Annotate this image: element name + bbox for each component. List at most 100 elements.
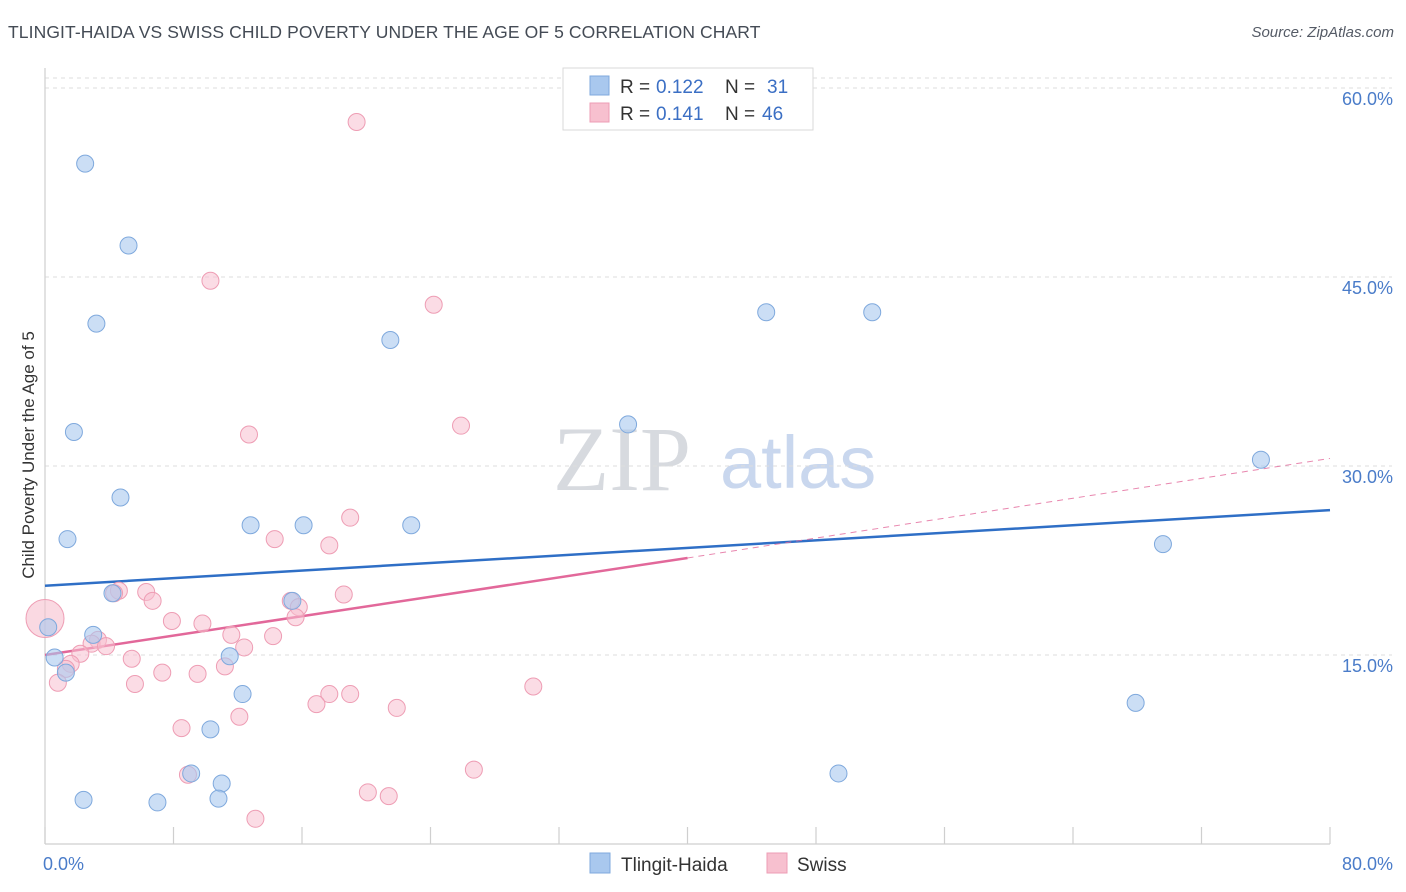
tlingit-haida-point [76,154,95,173]
y-tick-label: 60.0% [1342,89,1393,109]
tlingit-haida-point [283,591,302,610]
legend-n-value-blue: 31 [767,77,788,98]
swiss-point [379,787,398,806]
legend-n-value-pink: 46 [762,104,783,125]
swiss-point [201,271,220,290]
tlingit-haida-point [220,647,239,666]
y-axis-title: Child Poverty Under the Age of 5 [19,331,38,579]
swiss-point [122,649,141,668]
legend-r-label-blue: R = [620,77,650,98]
tlingit-haida-point [103,584,122,603]
legend-n-label-pink: N = [725,104,755,125]
tlingit-haida-point [233,685,252,704]
swiss-point [334,585,353,604]
swiss-point [153,663,172,682]
swiss-point [235,638,254,657]
y-tick-label: 45.0% [1342,278,1393,298]
tlingit-haida-point [201,720,220,739]
legend-box: R = 0.122 N = 31 R = 0.141 N = 46 [562,67,814,131]
chart-title: TLINGIT-HAIDA VS SWISS CHILD POVERTY UND… [8,22,761,42]
grid-lines [45,77,1392,656]
swiss-point [143,591,162,610]
swiss-point [464,760,483,779]
tlingit-haida-point [56,663,75,682]
bottom-legend-swatch-blue [589,852,611,874]
swiss-trend-line [44,556,688,657]
bottom-legend-label-pink: Swiss [797,855,847,876]
swiss-point [97,637,116,656]
bottom-legend-label-blue: Tlingit-Haida [621,855,728,876]
tlingit-haida-point [74,790,93,809]
tlingit-haida-point [64,422,83,441]
tlingit-haida-point [402,516,421,535]
y-tick-label: 30.0% [1342,467,1393,487]
swiss-point [320,536,339,555]
watermark-atlas: atlas [720,421,876,504]
source-label: Source: ZipAtlas.com [1251,24,1394,41]
swiss-point [193,614,212,633]
swiss-point [125,674,144,693]
tlingit-haida-trend-line [44,508,1331,587]
tlingit-haida-point [45,648,64,667]
legend-swatch-blue [589,75,610,96]
bottom-legend: Tlingit-Haida Swiss [589,852,847,876]
swiss-point [320,685,339,704]
tlingit-haida-point [1153,535,1172,554]
tlingit-haida-point [209,789,228,808]
swiss-point [387,698,406,717]
swiss-point [358,783,377,802]
swiss-point [162,611,181,630]
swiss-points [25,113,543,828]
bottom-legend-swatch-pink [766,852,788,874]
tlingit-haida-point [212,774,231,793]
swiss-point [264,627,283,646]
swiss-point [172,719,191,738]
legend-swatch-pink [589,102,610,123]
tlingit-haida-point [1126,693,1145,712]
legend-r-label-pink: R = [620,104,650,125]
swiss-point [222,625,241,644]
trend-lines [44,457,1331,657]
tlingit-haida-points [39,154,1270,812]
swiss-point [286,608,305,627]
legend-n-label-blue: N = [725,77,755,98]
tlingit-haida-point [148,793,167,812]
tlingit-haida-point [619,415,638,434]
tlingit-haida-point [829,764,848,783]
tlingit-haida-point [757,303,776,322]
tlingit-haida-point [119,236,138,255]
x-tick-label-min: 0.0% [43,854,84,874]
swiss-point [230,707,249,726]
tlingit-haida-point [58,530,77,549]
swiss-point [524,677,543,696]
tlingit-haida-point [863,303,882,322]
axes [44,68,1331,845]
swiss-point [246,809,265,828]
x-tick-label-max: 80.0% [1342,854,1393,874]
tlingit-haida-point [381,331,400,349]
swiss-point [188,664,207,683]
legend-r-value-blue: 0.122 [656,77,704,98]
tick-labels: 15.0% 30.0% 45.0% 60.0% 0.0% 80.0% [43,89,1393,874]
tlingit-haida-point [1251,450,1270,469]
tlingit-haida-point [294,516,313,535]
swiss-trend-line-extension [687,457,1331,559]
swiss-point [307,695,326,714]
swiss-point [347,113,366,132]
swiss-point [341,685,360,704]
tlingit-haida-point [241,516,260,535]
tlingit-haida-point [111,488,130,507]
watermark: ZIP atlas [553,408,876,510]
swiss-point [239,425,258,444]
tlingit-haida-point [87,314,106,333]
swiss-point [452,416,471,435]
y-tick-label: 15.0% [1342,656,1393,676]
legend-r-value-pink: 0.141 [656,104,704,125]
tlingit-haida-point [39,618,58,637]
swiss-point [265,530,284,549]
swiss-point [424,295,443,314]
swiss-point [341,508,360,527]
tlingit-haida-point [182,764,201,783]
tlingit-haida-point [84,625,103,644]
